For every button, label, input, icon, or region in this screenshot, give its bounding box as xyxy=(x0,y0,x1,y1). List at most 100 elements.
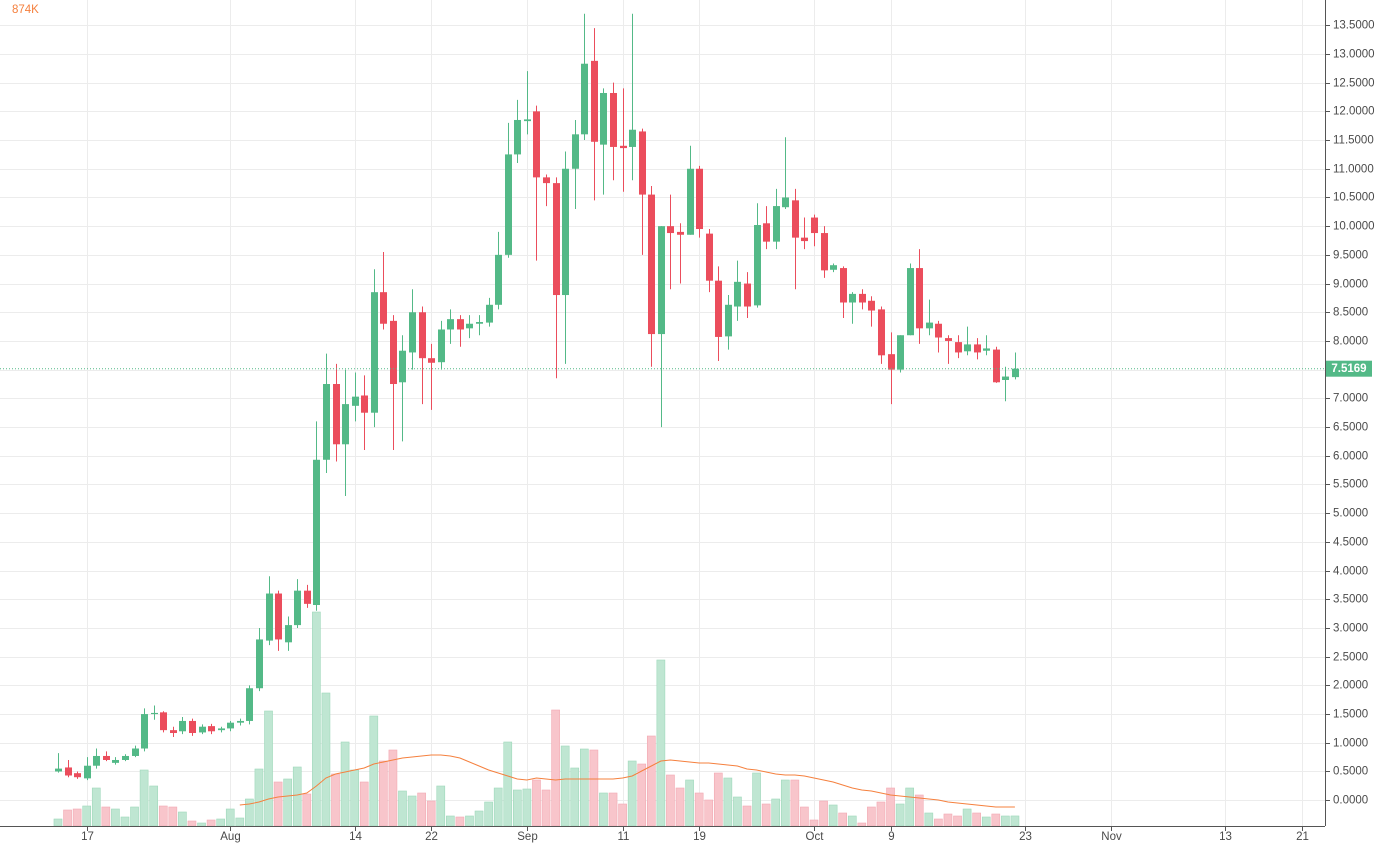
candle-body xyxy=(294,590,301,626)
y-tick-label: 9.5000 xyxy=(1333,250,1368,262)
x-tick-label: 13 xyxy=(1219,831,1232,843)
candle-body xyxy=(1002,376,1009,380)
volume-bar xyxy=(216,818,225,827)
candle-body xyxy=(849,293,856,303)
volume-bar xyxy=(178,811,187,827)
candle-body xyxy=(754,225,761,306)
y-tick-label: 2.0000 xyxy=(1333,680,1368,692)
volume-bar xyxy=(895,803,905,827)
volume-bar xyxy=(513,789,522,827)
volume-bar xyxy=(522,788,532,827)
y-tick-label: 4.0000 xyxy=(1333,566,1368,578)
volume-bar xyxy=(1001,815,1010,827)
volume-ma-line xyxy=(239,754,1015,808)
candle-body xyxy=(830,265,837,270)
candle-body xyxy=(667,226,674,234)
volume-bar xyxy=(149,785,159,827)
candle-body xyxy=(132,748,139,756)
candle-body xyxy=(256,639,263,689)
volume-bar xyxy=(111,808,120,827)
volume-bar xyxy=(867,806,876,827)
candle-body xyxy=(179,720,186,732)
volume-bar xyxy=(694,792,704,827)
candle-body xyxy=(533,111,540,178)
volume-bar xyxy=(752,772,761,827)
candle-body xyxy=(763,223,770,242)
x-tick-label: 23 xyxy=(1019,831,1032,843)
y-tick-label: 10.5000 xyxy=(1333,192,1375,204)
x-tick-label: 9 xyxy=(888,831,894,843)
candle-body xyxy=(725,304,732,337)
volume-bar xyxy=(589,749,599,827)
x-tick-label: 17 xyxy=(81,831,94,843)
volume-bar xyxy=(187,820,197,827)
candle-body xyxy=(122,755,129,760)
candle-body xyxy=(773,206,780,242)
candle-body xyxy=(399,350,406,383)
volume-bar xyxy=(551,709,560,827)
candle-body xyxy=(103,755,110,760)
y-tick-label: 9.0000 xyxy=(1333,279,1368,291)
volume-bar xyxy=(120,816,130,827)
candle-body xyxy=(246,688,253,721)
y-tick-label: 8.5000 xyxy=(1333,307,1368,319)
volume-bar xyxy=(780,779,790,827)
candle-body xyxy=(543,177,550,184)
candle-body xyxy=(562,168,569,296)
candle-body xyxy=(304,590,311,604)
volume-bar xyxy=(292,766,302,827)
volume-bar xyxy=(981,816,991,827)
candle-body xyxy=(390,320,397,385)
candle-body xyxy=(361,395,368,413)
volume-bar xyxy=(264,710,273,827)
candle-body xyxy=(897,335,904,370)
volume-bar xyxy=(924,812,934,827)
volume-bar xyxy=(914,794,924,827)
y-tick-label: 12.0000 xyxy=(1333,106,1375,118)
volume-bar xyxy=(637,763,647,827)
x-tick-label: 11 xyxy=(618,831,630,843)
y-tick-label: 7.0000 xyxy=(1333,393,1368,405)
volume-bar xyxy=(704,799,714,827)
volume-bar xyxy=(723,777,733,827)
volume-bar xyxy=(962,808,972,827)
candle-body xyxy=(639,131,646,195)
volume-bar xyxy=(369,715,379,827)
y-tick-label: 3.5000 xyxy=(1333,594,1368,606)
volume-bar xyxy=(130,806,139,827)
volume-bar xyxy=(790,779,800,827)
candle-body xyxy=(964,344,971,352)
volume-bar xyxy=(771,798,781,827)
volume-bar xyxy=(493,787,503,827)
candle-body xyxy=(600,92,607,145)
candle-body xyxy=(840,268,847,303)
volume-bar xyxy=(254,768,264,827)
volume-bar xyxy=(465,815,474,827)
y-tick-label: 10.0000 xyxy=(1333,221,1375,233)
candle-body xyxy=(227,722,234,729)
candle-body xyxy=(974,344,981,353)
candle-body xyxy=(955,342,962,353)
candle-body xyxy=(285,625,292,643)
candle-body xyxy=(170,730,177,734)
candle-body xyxy=(466,323,473,329)
candle-body xyxy=(993,349,1000,383)
candle-body xyxy=(333,384,340,445)
candle-body xyxy=(591,60,598,142)
volume-bar xyxy=(733,796,742,827)
volume-bar xyxy=(388,749,398,827)
candle-body xyxy=(380,292,387,324)
volume-bar xyxy=(560,745,570,827)
volume-bar xyxy=(675,787,685,827)
candle-body xyxy=(629,129,636,147)
volume-bar xyxy=(579,748,589,827)
candle-body xyxy=(141,714,148,749)
volume-bar xyxy=(800,806,809,827)
candle-body xyxy=(371,292,378,413)
volume-bar xyxy=(742,805,752,827)
candle-body xyxy=(916,268,923,329)
volume-bar xyxy=(82,805,92,827)
volume-bar xyxy=(857,822,867,827)
candle-body xyxy=(648,194,655,335)
